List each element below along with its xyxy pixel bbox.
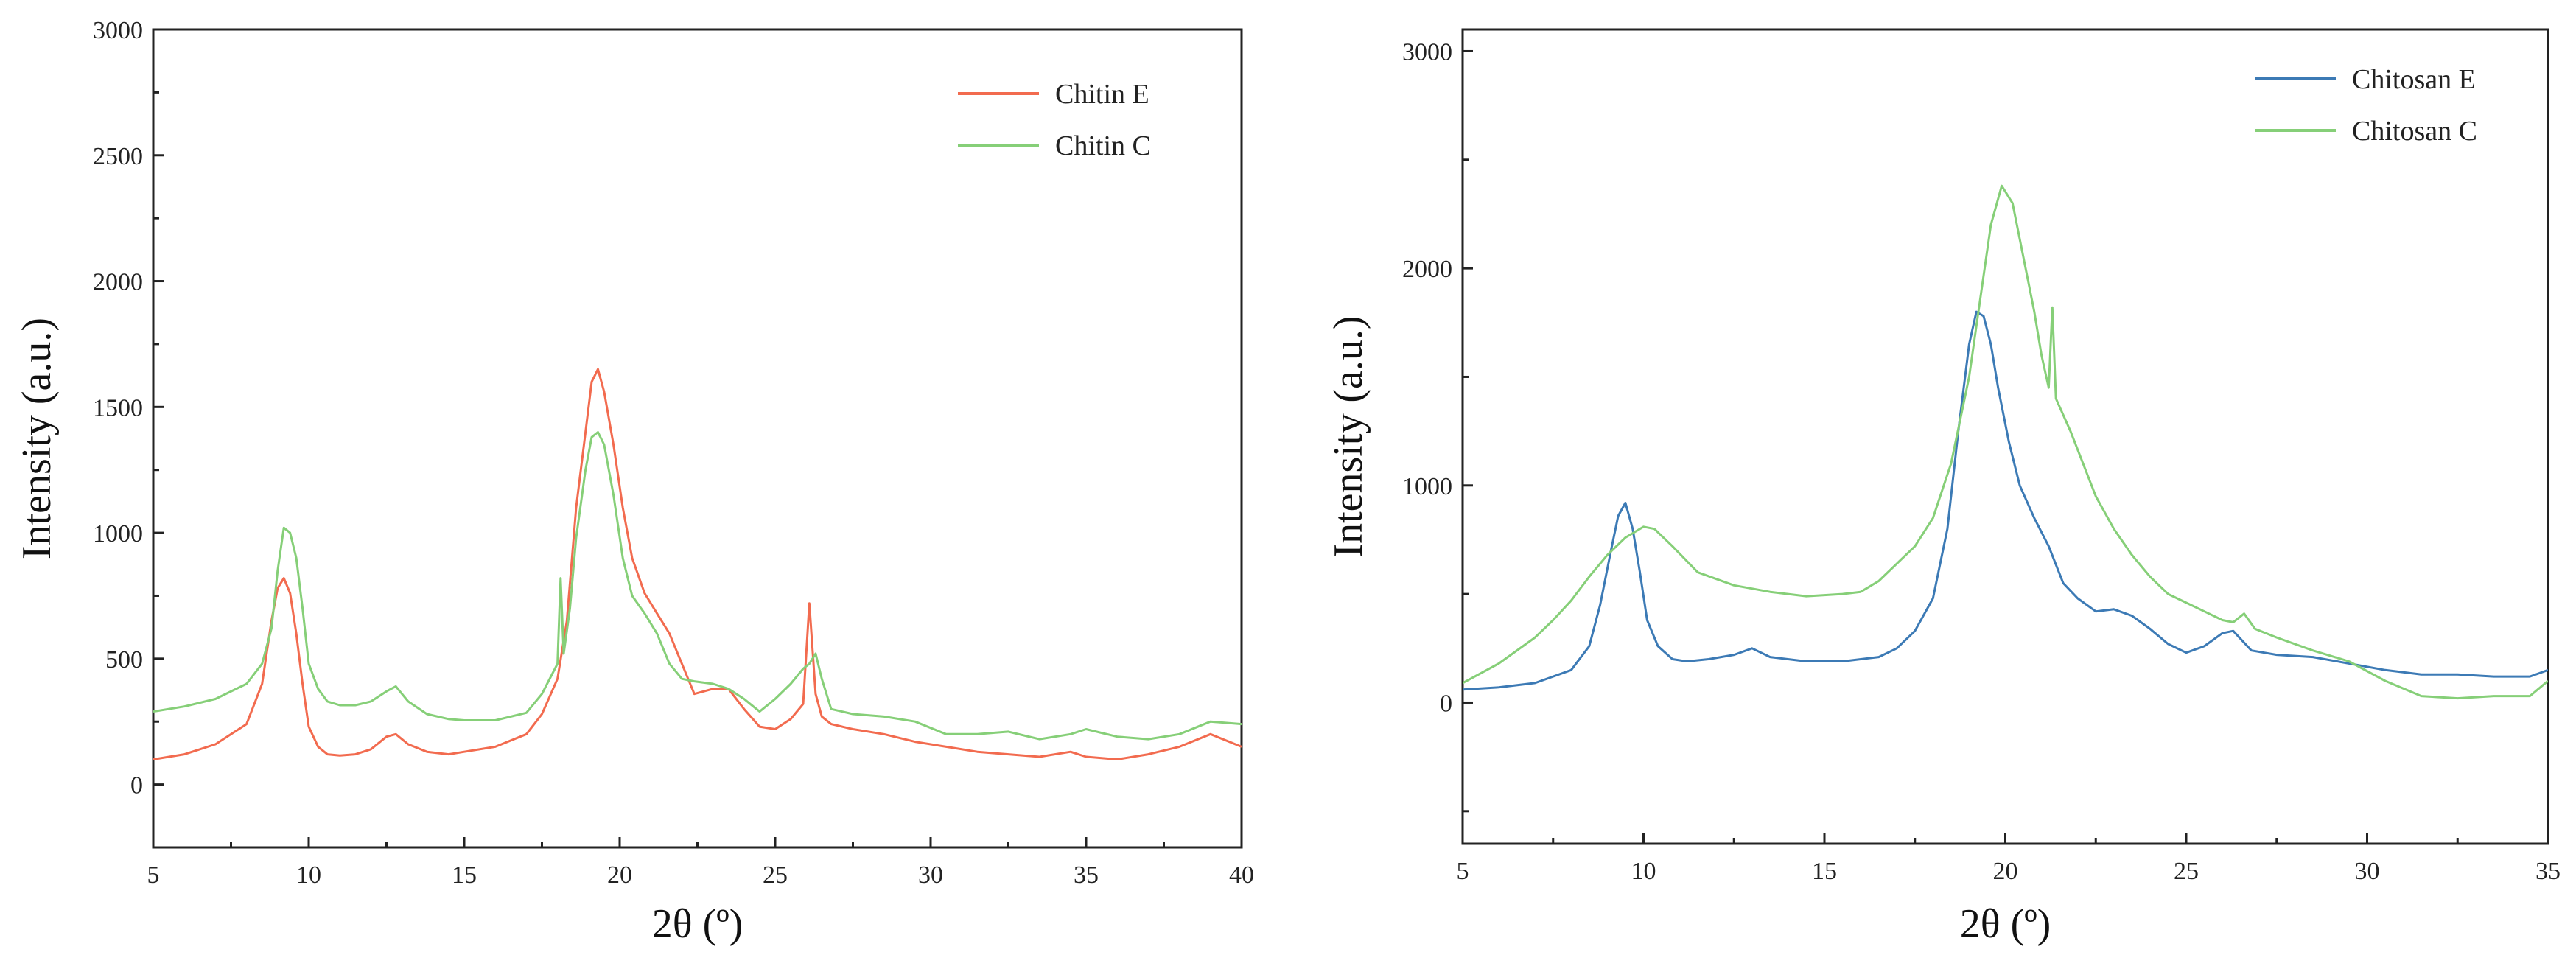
series-line-chitosan-c bbox=[1463, 184, 2548, 700]
chart-0-legend: Chitin E Chitin C bbox=[958, 79, 1151, 161]
chart-1-plot-frame bbox=[1461, 28, 2549, 845]
chart-1-y-tick-label: 3000 bbox=[1402, 38, 1452, 66]
chart-0-x-tick-label: 20 bbox=[607, 861, 632, 889]
chart-0-x-tick-label: 30 bbox=[918, 861, 943, 889]
chart-1-x-tick-label: 20 bbox=[1993, 858, 2018, 885]
chart-0-y-tick-label: 1000 bbox=[93, 520, 143, 548]
chart-0-y-tick-label: 2500 bbox=[93, 143, 143, 170]
legend-label-chitosan-e: Chitosan E bbox=[2352, 64, 2476, 95]
legend-label-chitosan-c: Chitosan C bbox=[2352, 116, 2477, 147]
chart-1-x-tick-label: 15 bbox=[1812, 858, 1837, 885]
chart-0-series-group bbox=[153, 368, 1242, 760]
chart-1-x-tick-label: 25 bbox=[2174, 858, 2199, 885]
chart-1-y-axis-title: Intensity (a.u.) bbox=[1326, 315, 1371, 557]
chitosan-xrd-chart: 5 10 15 20 25 30 35 0 1000 2000 3000 2θ (º) Intensit… bbox=[1326, 28, 2561, 947]
chart-0-y-tick-label: 2000 bbox=[93, 269, 143, 296]
chart-0-y-tick-label: 0 bbox=[130, 772, 143, 800]
chart-0-x-tick-label: 10 bbox=[296, 861, 321, 889]
chart-0-x-axis-title: 2θ (º) bbox=[652, 901, 743, 947]
chart-0-x-tick-label: 25 bbox=[763, 861, 788, 889]
chart-1-y-tick-label: 2000 bbox=[1402, 256, 1452, 283]
chart-1-x-tick-label: 10 bbox=[1631, 858, 1656, 885]
chart-0-x-tick-label: 5 bbox=[147, 861, 160, 889]
legend-label-chitin-c: Chitin C bbox=[1055, 130, 1151, 161]
chart-0-y-tick-label: 500 bbox=[105, 646, 143, 674]
series-line-chitin-e bbox=[153, 368, 1242, 760]
chart-1-y-tick-label: 1000 bbox=[1402, 473, 1452, 500]
chart-1-x-tick-label: 35 bbox=[2535, 858, 2561, 885]
chart-0-x-tick-label: 15 bbox=[452, 861, 477, 889]
chart-0-y-axis-title: Intensity (a.u.) bbox=[14, 318, 60, 559]
chart-1-x-tick-label: 30 bbox=[2355, 858, 2380, 885]
chart-1-y-tick-label: 0 bbox=[1440, 690, 1452, 717]
chart-0-x-tick-label: 35 bbox=[1074, 861, 1099, 889]
chart-1-legend: Chitosan E Chitosan C bbox=[2255, 64, 2477, 147]
chitin-xrd-chart: 5 10 15 20 25 30 35 40 0 500 1000 1500 2000 2500 3000 2… bbox=[14, 17, 1254, 947]
chart-0-y-tick-label: 3000 bbox=[93, 17, 143, 44]
series-line-chitosan-e bbox=[1463, 310, 2548, 691]
chart-1-x-axis-title: 2θ (º) bbox=[1960, 901, 2051, 947]
chart-0-y-tick-label: 1500 bbox=[93, 394, 143, 421]
legend-label-chitin-e: Chitin E bbox=[1055, 79, 1149, 110]
series-line-chitin-c bbox=[153, 431, 1242, 741]
chart-0-x-tick-label: 40 bbox=[1229, 861, 1254, 889]
chart-1-series-group bbox=[1463, 184, 2548, 700]
chart-1-x-tick-label: 5 bbox=[1457, 858, 1469, 885]
